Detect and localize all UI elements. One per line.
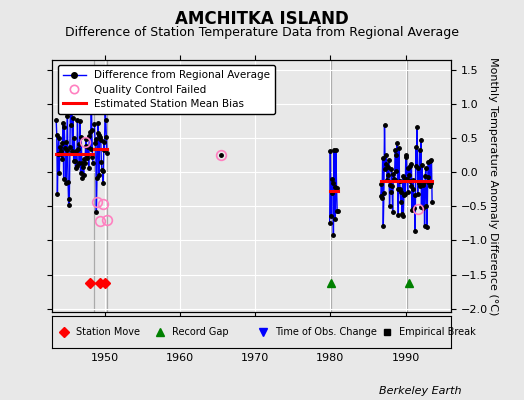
- Text: 1980: 1980: [316, 353, 345, 363]
- Legend: Difference from Regional Average, Quality Control Failed, Estimated Station Mean: Difference from Regional Average, Qualit…: [58, 65, 275, 114]
- Text: 1950: 1950: [91, 353, 119, 363]
- Text: Berkeley Earth: Berkeley Earth: [379, 386, 461, 396]
- Text: 1990: 1990: [391, 353, 420, 363]
- Y-axis label: Monthly Temperature Anomaly Difference (°C): Monthly Temperature Anomaly Difference (…: [488, 57, 498, 315]
- Text: Difference of Station Temperature Data from Regional Average: Difference of Station Temperature Data f…: [65, 26, 459, 39]
- Text: Record Gap: Record Gap: [172, 327, 228, 337]
- Text: Time of Obs. Change: Time of Obs. Change: [276, 327, 377, 337]
- Text: 1960: 1960: [166, 353, 194, 363]
- Text: AMCHITKA ISLAND: AMCHITKA ISLAND: [175, 10, 349, 28]
- Text: Empirical Break: Empirical Break: [399, 327, 476, 337]
- Text: 1970: 1970: [241, 353, 269, 363]
- Text: Station Move: Station Move: [77, 327, 140, 337]
